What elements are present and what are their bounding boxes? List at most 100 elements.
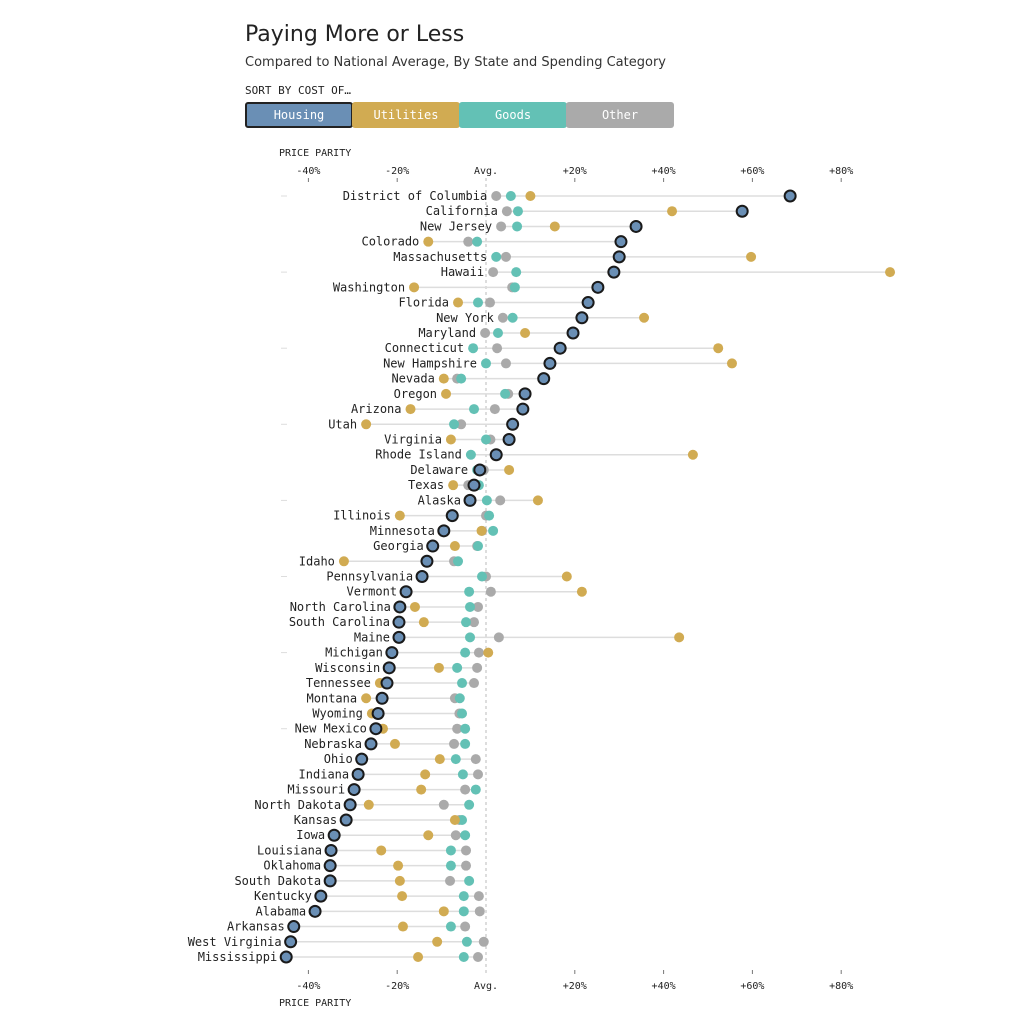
state-label: Illinois — [333, 509, 391, 523]
dot-goods — [481, 358, 491, 369]
state-label: Mississippi — [198, 950, 277, 964]
dot-housing — [612, 250, 626, 264]
tick-label-bottom: +80% — [829, 981, 853, 992]
dot-utilities — [434, 754, 445, 765]
dot-other — [472, 662, 483, 673]
row-nebraska: Nebraska — [304, 737, 471, 751]
dot-utilities — [423, 830, 434, 841]
dot-goods — [492, 327, 503, 338]
tick-label-bottom: -20% — [385, 981, 409, 992]
dot-housing — [324, 843, 338, 857]
dot-housing — [392, 630, 406, 644]
row-maine: Maine — [354, 630, 685, 644]
dot-other — [460, 784, 471, 795]
dot-utilities — [338, 556, 349, 567]
x-axis-label-bottom: PRICE PARITY — [279, 998, 351, 1009]
x-axis-label-top: PRICE PARITY — [279, 148, 351, 159]
dot-goods — [460, 738, 471, 749]
dot-housing — [591, 280, 605, 294]
dot-goods — [460, 830, 471, 841]
dot-housing — [279, 950, 293, 964]
dot-goods — [468, 343, 479, 354]
dot-other — [473, 647, 484, 658]
dot-utilities — [409, 601, 420, 612]
tick-label-bottom: +20% — [563, 981, 587, 992]
state-label: West Virginia — [188, 935, 282, 949]
state-label: Kentucky — [254, 889, 312, 903]
dot-goods — [458, 891, 469, 902]
dot-other — [484, 297, 495, 308]
dot-utilities — [418, 617, 429, 628]
state-label: Michigan — [325, 646, 383, 660]
state-label: Hawaii — [441, 265, 484, 279]
dot-utilities — [393, 860, 404, 871]
sort-goods-button[interactable]: Goods — [459, 102, 567, 128]
dot-housing — [385, 646, 399, 660]
row-louisiana: Louisiana — [257, 843, 472, 857]
dot-other — [445, 875, 456, 886]
dot-other — [452, 723, 463, 734]
row-tennessee: Tennessee — [306, 676, 480, 690]
state-label: Georgia — [373, 539, 424, 553]
state-label: New Mexico — [295, 722, 367, 736]
row-colorado: Colorado — [361, 235, 628, 249]
dot-housing — [783, 189, 797, 203]
row-virginia: Virginia — [384, 433, 516, 447]
dot-other — [478, 936, 489, 947]
dot-utilities — [441, 388, 452, 399]
dot-goods — [481, 434, 491, 445]
dot-other — [500, 358, 511, 369]
state-label: Pennsylvania — [326, 570, 413, 584]
dot-goods — [456, 373, 467, 384]
sort-label: SORT BY COST OF… — [245, 84, 351, 97]
dot-housing — [463, 493, 477, 507]
state-label: Louisiana — [257, 843, 322, 857]
dot-housing — [287, 920, 301, 934]
dot-goods — [484, 510, 495, 521]
row-district-of-columbia: District of Columbia — [281, 189, 797, 203]
dot-utilities — [674, 632, 685, 643]
dot-utilities — [438, 373, 449, 384]
dot-housing — [420, 554, 434, 568]
state-label: Vermont — [347, 585, 398, 599]
dot-utilities — [713, 343, 724, 354]
row-montana: Montana — [307, 691, 465, 705]
row-illinois: Illinois — [333, 509, 495, 523]
state-label: Nebraska — [304, 737, 362, 751]
dot-housing — [467, 478, 481, 492]
dot-goods — [461, 617, 472, 628]
dot-goods — [512, 221, 523, 232]
dot-goods — [473, 541, 484, 552]
row-delaware: Delaware — [410, 463, 515, 477]
dot-housing — [518, 387, 532, 401]
dot-goods — [449, 419, 460, 430]
dot-other — [473, 601, 484, 612]
row-missouri: Missouri — [287, 783, 481, 797]
sort-utilities-button[interactable]: Utilities — [352, 102, 460, 128]
tick-label-top: Avg. — [474, 166, 498, 177]
tick-label-top: +60% — [740, 166, 764, 177]
state-label: Indiana — [299, 767, 350, 781]
dot-other — [438, 799, 449, 810]
dot-housing — [614, 235, 628, 249]
state-label: Missouri — [287, 783, 345, 797]
row-texas: Texas — [408, 478, 484, 492]
dot-utilities — [405, 404, 416, 415]
dot-other — [469, 678, 480, 689]
dot-utilities — [423, 236, 434, 247]
dot-housing — [371, 706, 385, 720]
state-label: Wyoming — [312, 706, 363, 720]
dot-housing — [566, 326, 580, 340]
state-label: Nevada — [391, 372, 434, 386]
dot-housing — [426, 539, 440, 553]
dot-housing — [543, 356, 557, 370]
sort-housing-button[interactable]: Housing — [245, 102, 353, 128]
sort-other-button[interactable]: Other — [566, 102, 674, 128]
dot-housing — [516, 402, 530, 416]
dot-utilities — [438, 906, 449, 917]
dot-housing — [506, 417, 520, 431]
dot-utilities — [549, 221, 560, 232]
dot-utilities — [361, 419, 372, 430]
row-utah: Utah — [281, 417, 520, 431]
dot-goods — [477, 571, 488, 582]
